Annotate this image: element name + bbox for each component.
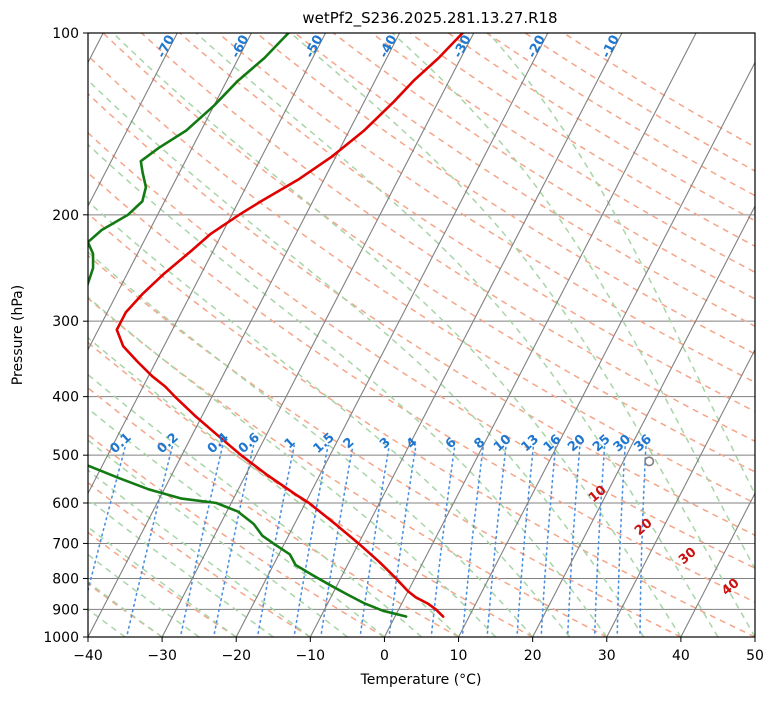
x-tick-label: −40 bbox=[73, 648, 103, 664]
x-axis-label: Temperature (°C) bbox=[360, 672, 482, 688]
x-axis: −40 −30 −20 −10 0 10 20 30 40 50 bbox=[73, 637, 764, 664]
mixing-ratio-line bbox=[125, 444, 174, 637]
isotherm-line bbox=[88, 33, 327, 495]
dry-adiabat-line bbox=[88, 433, 385, 637]
mixing-ratio-line bbox=[320, 444, 354, 637]
dry-adiabat-line bbox=[179, 33, 755, 413]
dry-adiabat-line bbox=[88, 212, 755, 637]
chart-title: wetPf2_S236.2025.281.13.27.R18 bbox=[302, 9, 557, 28]
y-tick-label: 900 bbox=[52, 602, 79, 618]
y-tick-label: 400 bbox=[52, 390, 79, 406]
y-tick-label: 300 bbox=[52, 314, 79, 330]
x-tick-label: 30 bbox=[598, 648, 616, 664]
moist-adiabat-line bbox=[88, 336, 460, 637]
y-tick-label: 1000 bbox=[43, 630, 79, 646]
isotherm-line bbox=[532, 204, 755, 637]
dry-adiabat-line bbox=[88, 131, 755, 570]
x-tick-label: −30 bbox=[147, 648, 177, 664]
mixing-ratio-line bbox=[461, 444, 485, 637]
mixing-ratio-line bbox=[388, 444, 417, 637]
isotherm-line bbox=[606, 348, 755, 637]
x-tick-label: 40 bbox=[672, 648, 690, 664]
mixing-ratio-line bbox=[293, 444, 329, 637]
moist-adiabat-line bbox=[391, 33, 755, 571]
dry-adiabat-line bbox=[88, 54, 755, 504]
plot-area-background bbox=[88, 33, 755, 637]
y-tick-label: 500 bbox=[52, 448, 79, 464]
isotherm-line bbox=[161, 33, 475, 637]
mixing-ratio-line bbox=[616, 444, 626, 637]
dry-adiabat-line bbox=[486, 33, 755, 197]
mixing-ratio-line bbox=[540, 444, 557, 637]
y-axis-label: Pressure (hPa) bbox=[10, 285, 26, 385]
isotherm-line bbox=[88, 33, 401, 637]
series-dewpoint-line bbox=[88, 33, 408, 618]
mixing-ratio-line bbox=[88, 444, 127, 594]
dry-adiabat-line bbox=[88, 254, 682, 637]
dry-adiabat-line bbox=[88, 92, 755, 537]
dry-adiabat-line bbox=[88, 297, 608, 637]
moist-adiabat-line bbox=[88, 200, 571, 637]
mixing-ratio-line bbox=[212, 444, 255, 637]
dry-adiabat-line bbox=[102, 33, 755, 473]
moist-adiabat-line bbox=[195, 33, 719, 637]
mixing-ratio-line bbox=[593, 444, 606, 637]
plot-border bbox=[87, 32, 756, 638]
isotherm-line bbox=[458, 61, 755, 637]
mixing-ratio-line bbox=[639, 444, 647, 637]
x-tick-label: −10 bbox=[296, 648, 326, 664]
dry-adiabat-line bbox=[88, 171, 755, 604]
moist-adiabat-line bbox=[88, 581, 163, 637]
mixing-ratio-line bbox=[486, 444, 507, 637]
x-tick-label: 0 bbox=[380, 648, 389, 664]
moist-adiabat-line bbox=[88, 143, 608, 637]
moist-adiabat-line bbox=[88, 553, 200, 637]
moist-adiabat-line bbox=[290, 33, 755, 637]
data-series-layer bbox=[88, 33, 655, 618]
isotherm-line bbox=[88, 33, 252, 351]
moist-adiabat-line bbox=[112, 33, 682, 637]
mixing-ratio-line bbox=[179, 444, 224, 637]
isotherm-line bbox=[235, 33, 549, 637]
moist-adiabat-line bbox=[88, 296, 497, 637]
isotherm-line bbox=[680, 492, 755, 637]
mixing-ratio-line bbox=[359, 444, 390, 637]
y-tick-label: 800 bbox=[52, 571, 79, 587]
dry-adiabat-line bbox=[140, 33, 755, 443]
moist-adiabat-line bbox=[88, 407, 385, 637]
isotherm-line bbox=[309, 33, 623, 637]
mixing-ratio-line bbox=[256, 444, 295, 637]
dry-adiabat-line bbox=[217, 33, 755, 384]
x-tick-label: −20 bbox=[221, 648, 251, 664]
dry-adiabat-line bbox=[447, 33, 755, 222]
moist-adiabat-line bbox=[88, 251, 534, 637]
y-tick-label: 700 bbox=[52, 536, 79, 552]
lcl-marker bbox=[644, 456, 655, 467]
x-tick-label: 50 bbox=[746, 648, 764, 664]
grid-lines bbox=[88, 33, 755, 637]
mixing-ratio-line bbox=[516, 444, 535, 637]
moist-adiabat-line bbox=[88, 469, 311, 637]
y-tick-label: 200 bbox=[52, 208, 79, 224]
isotherm-line bbox=[88, 33, 178, 208]
y-axis: 100 200 300 400 500 600 700 800 900 1000 bbox=[43, 26, 88, 646]
dry-adiabat-line bbox=[88, 481, 311, 637]
x-tick-label: 10 bbox=[450, 648, 468, 664]
series-temperature-line bbox=[115, 33, 464, 618]
y-tick-label: 600 bbox=[52, 496, 79, 512]
isotherm-line bbox=[383, 33, 697, 637]
dry-adiabat-line bbox=[256, 33, 755, 355]
mixing-ratio-line bbox=[566, 444, 581, 637]
x-tick-label: 20 bbox=[524, 648, 542, 664]
y-tick-label: 100 bbox=[52, 26, 79, 42]
mixing-ratio-line bbox=[430, 444, 456, 637]
